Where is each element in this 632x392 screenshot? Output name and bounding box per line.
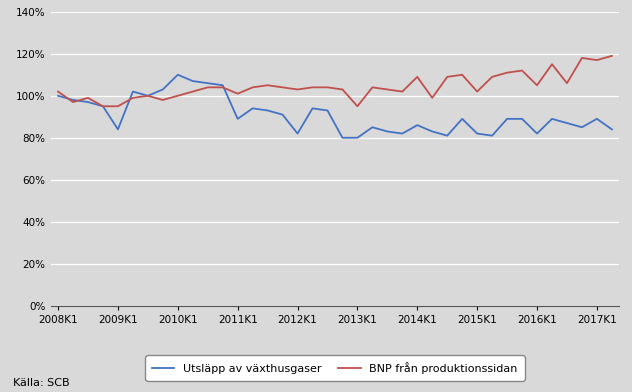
BNP från produktionssidan [84, 96, 92, 100]
BNP från produktionssidan [503, 70, 511, 75]
BNP från produktionssidan [399, 89, 406, 94]
Utsläpp av växthusgaser [54, 93, 62, 98]
Line: Utsläpp av växthusgaser: Utsläpp av växthusgaser [58, 75, 612, 138]
Utsläpp av växthusgaser [413, 123, 421, 127]
Line: BNP från produktionssidan: BNP från produktionssidan [58, 56, 612, 106]
BNP från produktionssidan [489, 74, 496, 79]
Utsläpp av växthusgaser [308, 106, 316, 111]
Utsläpp av växthusgaser [324, 108, 331, 113]
BNP från produktionssidan [249, 85, 257, 90]
Utsläpp av växthusgaser [189, 79, 197, 83]
BNP från produktionssidan [99, 104, 107, 109]
BNP från produktionssidan [563, 81, 571, 85]
BNP från produktionssidan [444, 74, 451, 79]
BNP från produktionssidan [428, 96, 436, 100]
BNP från produktionssidan [473, 89, 481, 94]
Utsläpp av växthusgaser [339, 135, 346, 140]
Utsläpp av växthusgaser [249, 106, 257, 111]
BNP från produktionssidan [518, 68, 526, 73]
Utsläpp av växthusgaser [279, 113, 286, 117]
BNP från produktionssidan [204, 85, 212, 90]
BNP från produktionssidan [294, 87, 301, 92]
Utsläpp av växthusgaser [159, 87, 167, 92]
Text: Källa: SCB: Källa: SCB [13, 378, 70, 388]
BNP från produktionssidan [578, 56, 586, 60]
Utsläpp av växthusgaser [99, 104, 107, 109]
Utsläpp av växthusgaser [428, 129, 436, 134]
BNP från produktionssidan [458, 73, 466, 77]
Utsläpp av växthusgaser [354, 135, 362, 140]
BNP från produktionssidan [70, 100, 77, 104]
Utsläpp av växthusgaser [219, 83, 226, 88]
Utsläpp av växthusgaser [458, 116, 466, 121]
BNP från produktionssidan [174, 93, 181, 98]
Utsläpp av växthusgaser [234, 116, 241, 121]
BNP från produktionssidan [354, 104, 362, 109]
Utsläpp av växthusgaser [473, 131, 481, 136]
Utsläpp av växthusgaser [533, 131, 541, 136]
BNP från produktionssidan [264, 83, 271, 88]
Utsläpp av växthusgaser [174, 73, 181, 77]
BNP från produktionssidan [114, 104, 122, 109]
BNP från produktionssidan [219, 85, 226, 90]
Utsläpp av växthusgaser [518, 116, 526, 121]
BNP från produktionssidan [279, 85, 286, 90]
Utsläpp av växthusgaser [204, 81, 212, 85]
Utsläpp av växthusgaser [489, 133, 496, 138]
Utsläpp av växthusgaser [264, 108, 271, 113]
BNP från produktionssidan [54, 89, 62, 94]
Utsläpp av växthusgaser [563, 121, 571, 125]
Utsläpp av växthusgaser [578, 125, 586, 130]
BNP från produktionssidan [339, 87, 346, 92]
Utsläpp av växthusgaser [444, 133, 451, 138]
BNP från produktionssidan [308, 85, 316, 90]
Utsläpp av växthusgaser [399, 131, 406, 136]
Legend: Utsläpp av växthusgaser, BNP från produktionssidan: Utsläpp av växthusgaser, BNP från produk… [145, 356, 525, 381]
BNP från produktionssidan [413, 74, 421, 79]
Utsläpp av växthusgaser [503, 116, 511, 121]
BNP från produktionssidan [129, 96, 137, 100]
BNP från produktionssidan [324, 85, 331, 90]
Utsläpp av växthusgaser [84, 100, 92, 104]
BNP från produktionssidan [533, 83, 541, 88]
BNP från produktionssidan [368, 85, 376, 90]
Utsläpp av växthusgaser [129, 89, 137, 94]
Utsläpp av växthusgaser [70, 98, 77, 102]
BNP från produktionssidan [384, 87, 391, 92]
Utsläpp av växthusgaser [384, 129, 391, 134]
Utsläpp av växthusgaser [593, 116, 600, 121]
Utsläpp av växthusgaser [608, 127, 616, 132]
BNP från produktionssidan [608, 54, 616, 58]
Utsläpp av växthusgaser [114, 127, 122, 132]
Utsläpp av växthusgaser [144, 93, 152, 98]
BNP från produktionssidan [159, 98, 167, 102]
Utsläpp av växthusgaser [294, 131, 301, 136]
BNP från produktionssidan [548, 62, 556, 67]
Utsläpp av växthusgaser [368, 125, 376, 130]
BNP från produktionssidan [234, 91, 241, 96]
BNP från produktionssidan [144, 93, 152, 98]
BNP från produktionssidan [593, 58, 600, 62]
BNP från produktionssidan [189, 89, 197, 94]
Utsläpp av växthusgaser [548, 116, 556, 121]
